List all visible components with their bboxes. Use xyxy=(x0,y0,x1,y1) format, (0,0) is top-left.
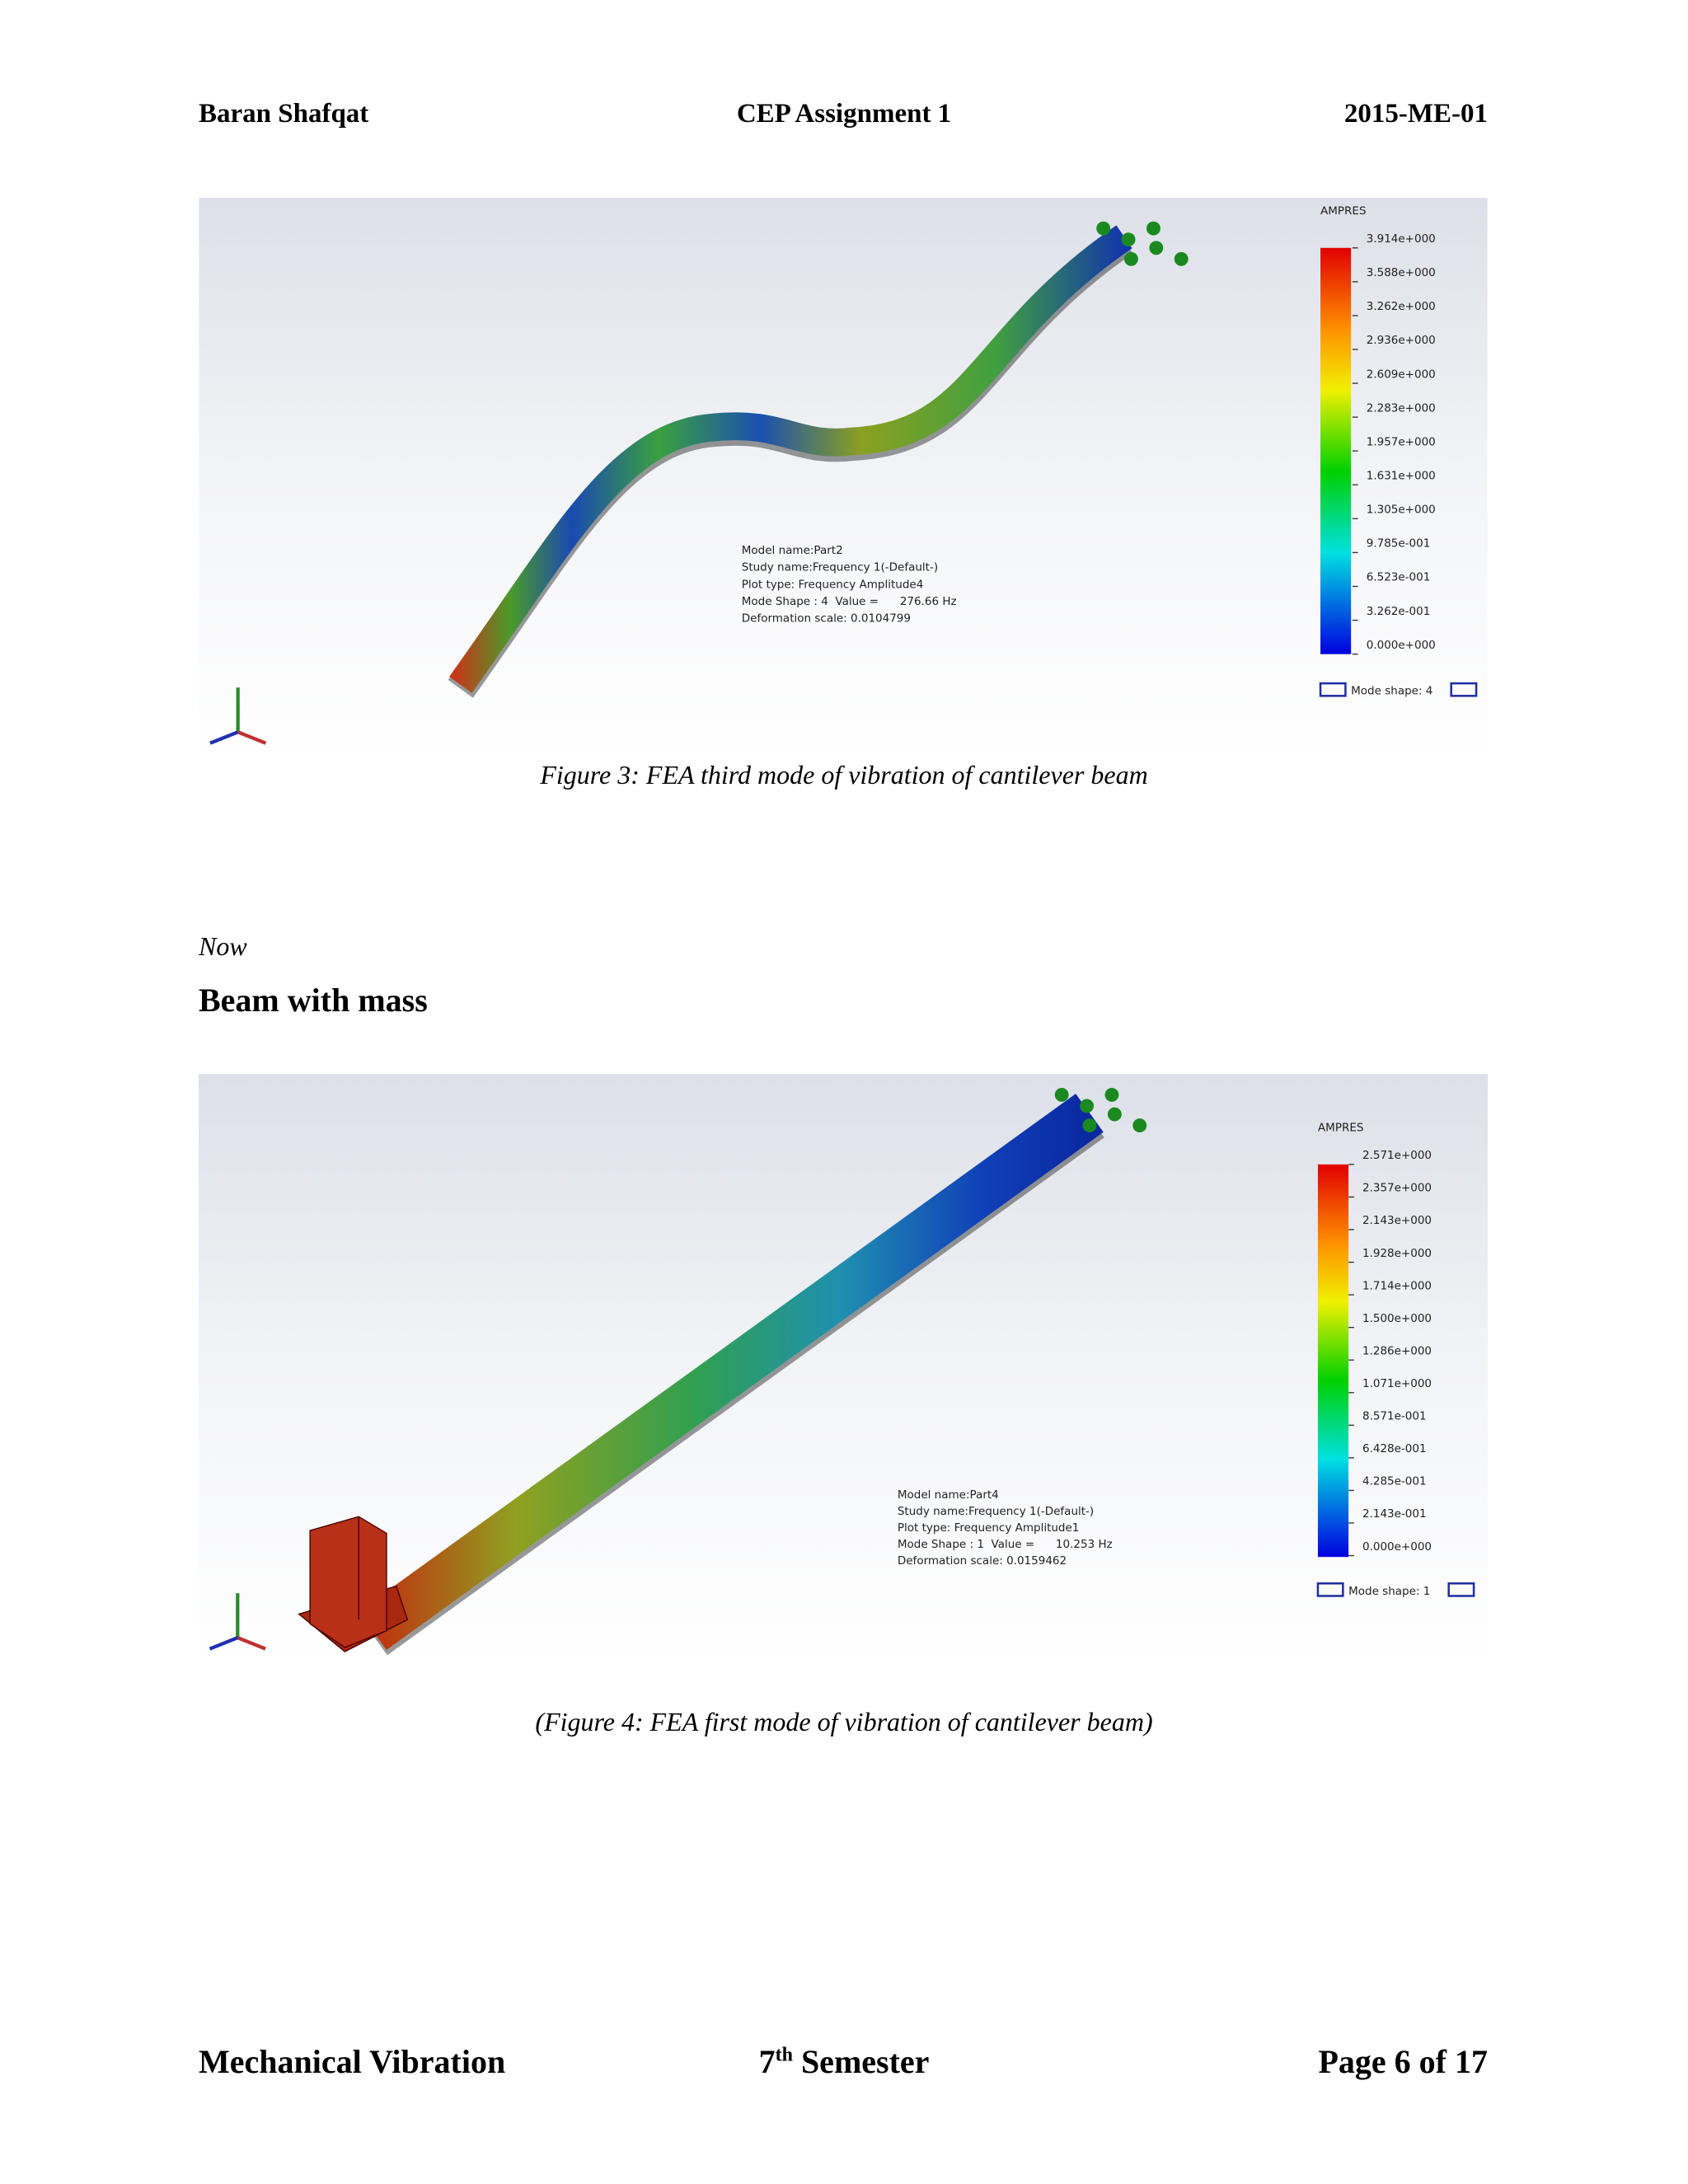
mass xyxy=(309,1516,387,1648)
legend-label: 1.286e+000 xyxy=(1362,1344,1432,1357)
heading: Beam with mass xyxy=(199,982,428,1019)
info-line: Study name:Frequency 1(-Default-) xyxy=(898,1505,1094,1518)
legend-label: 4.285e-001 xyxy=(1362,1475,1427,1488)
footer-sup: th xyxy=(775,2044,793,2066)
fixture xyxy=(1174,251,1189,266)
legend-label: 1.305e+000 xyxy=(1367,504,1436,517)
fixture xyxy=(1146,221,1160,236)
footer-left: Mechanical Vibration xyxy=(199,2043,506,2080)
fixture xyxy=(1080,1099,1095,1113)
info-line: Plot type: Frequency Amplitude1 xyxy=(898,1521,1080,1535)
fixture xyxy=(1149,241,1164,255)
footer-text: Semester xyxy=(792,2043,930,2080)
legend-label: 3.914e+000 xyxy=(1367,232,1436,246)
legend-label: 2.143e+000 xyxy=(1362,1214,1432,1227)
color-bar xyxy=(1317,1164,1349,1558)
legend-label: 6.523e-001 xyxy=(1367,571,1431,584)
footer-center: 7th Semester xyxy=(0,2042,1688,2081)
fixture xyxy=(1104,1087,1119,1102)
fixture xyxy=(1132,1118,1147,1133)
fixture xyxy=(1096,221,1111,236)
note: Now xyxy=(199,931,247,961)
axis-z xyxy=(209,1636,239,1651)
legend-label: 1.928e+000 xyxy=(1362,1247,1432,1260)
info-line: Mode Shape : 1 Value = 10.253 Hz xyxy=(898,1538,1113,1551)
legend-label: 9.785e-001 xyxy=(1367,537,1431,551)
beam xyxy=(449,225,1132,693)
legend-label: 2.283e+000 xyxy=(1367,401,1436,415)
legend-label: 3.262e-001 xyxy=(1367,605,1431,618)
fixture xyxy=(1054,1087,1069,1102)
background xyxy=(199,198,1488,760)
fixture xyxy=(1082,1118,1097,1133)
fixture xyxy=(1121,232,1136,247)
fixture xyxy=(1124,251,1138,266)
legend-title: AMPRES xyxy=(1318,1121,1364,1134)
legend-label: 1.631e+000 xyxy=(1367,470,1436,483)
header-center: CEP Assignment 1 xyxy=(736,99,952,129)
info-line: Study name:Frequency 1(-Default-) xyxy=(742,561,938,574)
info-line: Plot type: Frequency Amplitude4 xyxy=(742,578,924,591)
legend-label: 3.588e+000 xyxy=(1367,266,1436,279)
header-left: Baran Shafqat xyxy=(199,99,369,129)
header-right: 2015-ME-01 xyxy=(1343,99,1488,129)
legend-label: 2.357e+000 xyxy=(1362,1182,1432,1195)
figure: AMPRES 2.571e+000 2.357e+000 2.143e+000 1.92… xyxy=(199,1074,1488,1666)
axis-x xyxy=(237,730,267,745)
footer-right: Page 6 of 17 xyxy=(1318,2043,1488,2080)
mode-shape: Mode shape: 4 xyxy=(1351,685,1432,698)
caption: (Figure 4: FEA first mode of vibration o… xyxy=(535,1707,1153,1736)
beam xyxy=(359,1094,1104,1650)
legend-label: 1.714e+000 xyxy=(1362,1279,1432,1292)
next-button xyxy=(1447,1582,1475,1597)
legend-title: AMPRES xyxy=(1320,204,1367,218)
legend-label: 2.143e-001 xyxy=(1362,1507,1427,1521)
legend-label: 2.936e+000 xyxy=(1367,334,1436,347)
legend-label: 1.071e+000 xyxy=(1362,1377,1432,1390)
prev-button xyxy=(1316,1582,1344,1597)
prev-button xyxy=(1319,682,1347,697)
background xyxy=(199,1074,1488,1666)
mode-shape: Mode shape: 1 xyxy=(1348,1585,1430,1598)
legend-label: 0.000e+000 xyxy=(1362,1540,1432,1554)
legend-label: 6.428e-001 xyxy=(1362,1442,1427,1455)
legend-label: 2.571e+000 xyxy=(1362,1149,1432,1162)
footer-number: 7 xyxy=(758,2043,776,2080)
fixture xyxy=(1107,1107,1122,1122)
legend-label: 8.571e-001 xyxy=(1362,1410,1427,1423)
info-line: Model name:Part4 xyxy=(898,1488,999,1502)
axis-z xyxy=(209,730,239,745)
info-line: Deformation scale: 0.0159462 xyxy=(898,1554,1067,1568)
legend-label: 1.500e+000 xyxy=(1362,1312,1432,1325)
axis-x xyxy=(237,1636,266,1651)
info-line: Mode Shape : 4 Value = 276.66 Hz xyxy=(742,595,957,608)
legend-label: 1.957e+000 xyxy=(1367,435,1436,448)
legend-label: 2.609e+000 xyxy=(1367,368,1436,381)
info-line: Deformation scale: 0.0104799 xyxy=(742,612,911,626)
caption: Figure 3: FEA third mode of vibration of… xyxy=(540,760,1148,790)
info-line: Model name:Part2 xyxy=(742,544,843,557)
next-button xyxy=(1450,682,1478,697)
legend-label: 0.000e+000 xyxy=(1367,639,1436,652)
legend-label: 3.262e+000 xyxy=(1367,300,1436,313)
color-bar xyxy=(1320,247,1352,654)
